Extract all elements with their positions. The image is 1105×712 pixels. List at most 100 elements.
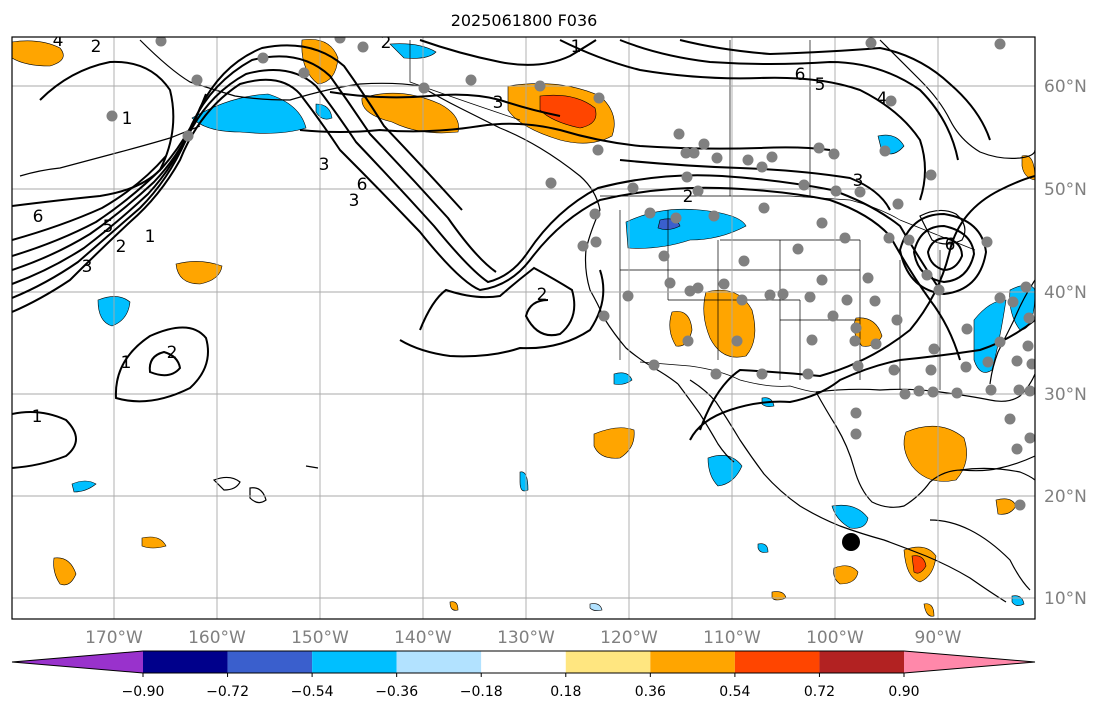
- station-dot: [644, 207, 656, 219]
- lon-tick-label: 170°W: [85, 628, 143, 648]
- colorbar: −0.90 −0.72 −0.54 −0.36 −0.18 0.18 0.36 0.54 0.7…: [11, 650, 1036, 700]
- station-dot: [598, 310, 610, 322]
- station-dot: [883, 232, 895, 244]
- negative-anomaly-area: [757, 543, 769, 553]
- contour-line: [12, 78, 961, 361]
- strong-positive-anomaly-core: [911, 555, 927, 574]
- station-dot: [622, 290, 634, 302]
- station-dot: [681, 171, 693, 183]
- station-dot: [592, 144, 604, 156]
- longitude-axis: 170°W 160°W 150°W 140°W 130°W 120°W 110°…: [85, 628, 962, 648]
- contour-line: [12, 44, 463, 271]
- station-dot: [742, 154, 754, 166]
- coastline-central-america: [929, 519, 1031, 591]
- station-dot: [888, 364, 900, 376]
- station-dot: [590, 236, 602, 248]
- station-dot: [738, 255, 750, 267]
- contour-line: [679, 39, 991, 141]
- colorbar-segment: [904, 651, 1035, 673]
- colorbar-segment: [734, 651, 820, 673]
- map-title: 2025061800 F036: [451, 11, 598, 30]
- station-dot: [711, 152, 723, 164]
- coastline-gulf-of-mexico: [815, 391, 1035, 508]
- station-dot: [925, 169, 937, 181]
- colorbar-tick-label: 0.90: [888, 684, 919, 700]
- contour-line: [12, 69, 941, 299]
- lat-tick-label: 20°N: [1044, 487, 1087, 507]
- station-dot: [658, 250, 670, 262]
- station-dot: [692, 185, 704, 197]
- colorbar-segment: [143, 651, 228, 673]
- station-dot: [1004, 413, 1016, 425]
- station-dot: [994, 38, 1006, 50]
- station-dot: [885, 95, 897, 107]
- station-dot: [684, 285, 696, 297]
- station-dot: [892, 198, 904, 210]
- closed-contour: [12, 411, 77, 469]
- station-dot: [994, 292, 1006, 304]
- station-dot: [865, 37, 877, 49]
- contour-label: 2: [91, 37, 102, 57]
- contour-label: 2: [537, 285, 548, 305]
- station-dot: [850, 428, 862, 440]
- station-dot: [806, 334, 818, 346]
- station-dot: [961, 323, 973, 335]
- lon-tick-label: 110°W: [703, 628, 761, 648]
- lat-tick-label: 40°N: [1044, 283, 1087, 303]
- negative-anomaly-area: [71, 480, 97, 493]
- closed-contour: [148, 350, 182, 377]
- station-dot: [708, 210, 720, 222]
- contour-label: 1: [571, 37, 582, 57]
- contour-line: [12, 60, 175, 207]
- station-dot: [827, 310, 839, 322]
- station-dot: [1026, 358, 1035, 370]
- station-dot: [1011, 443, 1023, 455]
- station-dot: [182, 130, 194, 142]
- station-dot: [1007, 296, 1019, 308]
- contour-line: [419, 39, 597, 66]
- station-dot: [985, 384, 997, 396]
- lon-tick-label: 120°W: [600, 628, 658, 648]
- lon-tick-label: 130°W: [497, 628, 555, 648]
- station-dot: [869, 295, 881, 307]
- station-dot: [334, 37, 346, 44]
- positive-anomaly-area: [923, 603, 935, 617]
- contour-line: [399, 269, 605, 358]
- lat-tick-label: 50°N: [1044, 180, 1087, 200]
- colorbar-tick-label: −0.90: [122, 684, 165, 700]
- graticule: [12, 37, 1035, 619]
- closed-contour: [114, 326, 209, 403]
- contour-line: [419, 266, 576, 337]
- colorbar-segment: [227, 651, 313, 673]
- station-dot: [816, 274, 828, 286]
- lon-tick-label: 100°W: [806, 628, 864, 648]
- colorbar-tick-label: −0.18: [460, 684, 503, 700]
- contour-label: 2: [381, 33, 392, 53]
- station-dot: [899, 388, 911, 400]
- lat-tick-label: 10°N: [1044, 589, 1087, 609]
- station-dot: [981, 236, 993, 248]
- station-dot: [1020, 281, 1032, 293]
- coastline-cuba: [959, 467, 1035, 481]
- station-dot: [1022, 340, 1034, 352]
- station-dot: [589, 208, 601, 220]
- contour-label: 3: [493, 93, 504, 113]
- station-dot: [982, 356, 994, 368]
- contour-label: 3: [319, 155, 330, 175]
- contour-label: 3: [82, 257, 93, 277]
- station-dot: [465, 74, 477, 86]
- colorbar-tick-label: −0.72: [206, 684, 249, 700]
- negative-anomaly-area: [191, 93, 307, 134]
- coastline-hudson: [879, 39, 1035, 159]
- contour-label: 2: [116, 237, 127, 257]
- contour-label: 1: [121, 353, 132, 373]
- station-dot: [854, 186, 866, 198]
- station-dot: [870, 338, 882, 350]
- contour-label: 6: [945, 235, 956, 255]
- lon-tick-label: 150°W: [291, 628, 349, 648]
- colorbar-tick-label: 0.36: [635, 684, 666, 700]
- station-dot: [960, 361, 972, 373]
- station-dot: [577, 240, 589, 252]
- station-dot: [933, 284, 945, 296]
- station-dot: [756, 161, 768, 173]
